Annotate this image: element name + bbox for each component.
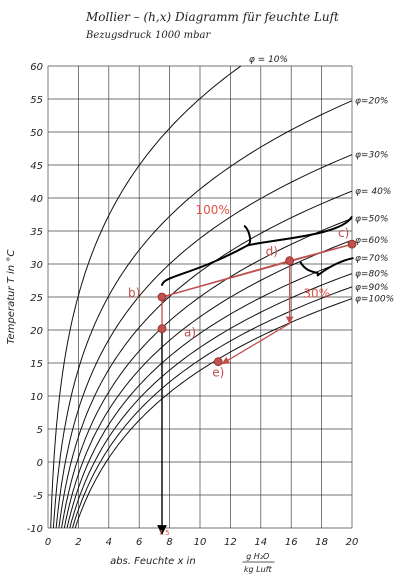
line-d-c [289,243,353,262]
x-tick-label-7: 14 [254,537,267,548]
rh-label-100: φ=100% [355,295,394,305]
y-tick-label-13: 55 [30,95,43,106]
y-tick-label-4: 10 [30,392,43,403]
rh-label-50: φ=50% [355,214,388,224]
x-tick-label-6: 12 [224,537,237,548]
axes: 0 2 4 6 8 10 12 14 16 18 20 -10 -5 0 5 10 15 20 25 30 35 40 45… [6,62,358,574]
state-label-d: d) [266,245,278,259]
state-label-c: c) [338,226,349,240]
rh-curve-90 [72,286,353,529]
rh-label-20: φ=20% [355,97,388,107]
y-tick-label-2: 0 [37,458,43,469]
x-marker-label: 7.5 [158,529,169,537]
process-lines [157,215,354,535]
grid [47,65,353,529]
y-tick-label-6: 20 [30,326,43,337]
y-tick-label-11: 45 [30,161,43,172]
y-tick-label-10: 40 [30,194,43,205]
state-label-e: e) [212,366,224,380]
x-tick-label-3: 6 [136,537,142,548]
x-tick-label-1: 2 [75,537,81,548]
state-point-1 [157,292,167,302]
state-label-a: a) [184,326,196,340]
rh-label-30: φ=30% [355,151,388,161]
x-tick-label-9: 18 [315,537,328,548]
rh-curve-20 [52,100,353,529]
chart-title: Mollier – (h,x) Diagramm für feuchte Luf… [86,10,339,24]
rh-curve-10 [50,65,242,529]
state-label-b: b) [128,286,140,300]
x-tick-label-4: 8 [166,537,172,548]
x-axis-label: abs. Feuchte x in [110,556,196,567]
y-tick-label-3: 5 [37,425,43,436]
rh-label-90: φ=90% [355,283,388,293]
x-tick-label-5: 10 [194,537,207,548]
rh-curve-40 [58,190,353,529]
brace-small [299,257,354,277]
rh-curve-100 [74,298,353,529]
x-tick-label-2: 4 [106,537,112,548]
y-tick-label-5: 15 [30,359,43,370]
rh-label-80: φ=80% [355,270,388,280]
rh-curves: φ = 10% φ=20% φ=30% φ= 40% φ=50% φ=60% φ=70% φ=… [50,55,394,529]
line-b-d [161,260,290,298]
rh-label-70: φ=70% [355,254,388,264]
y-tick-label-7: 25 [30,293,43,304]
y-tick-label-9: 35 [30,227,43,238]
rh-curve-70 [66,257,353,529]
rh-label-60: φ=60% [355,236,388,246]
y-tick-label-1: -5 [33,491,43,502]
label-30-percent: 30% [303,287,330,301]
state-point-0 [157,324,167,334]
rh-label-10: φ = 10% [249,55,288,65]
label-100-percent: 100% [195,203,229,217]
y-axis-label: Temperatur T in °C [6,250,17,345]
state-point-4 [213,357,223,367]
y-tick-label-14: 60 [30,62,43,73]
brace-left [161,224,252,287]
x-tick-label-0: 0 [45,537,51,548]
chart-subtitle: Bezugsdruck 1000 mbar [86,30,211,41]
rh-curve-60 [63,239,353,529]
rh-label-40: φ= 40% [355,187,391,197]
x-tick-label-10: 20 [346,537,359,548]
x-tick-label-8: 16 [285,537,298,548]
y-tick-label-8: 30 [30,260,43,271]
rh-curve-30 [55,154,353,529]
x-unit-numerator: g H₂O [246,552,269,561]
state-point-2 [347,239,357,249]
rh-curve-50 [61,218,353,529]
state-point-3 [285,256,295,266]
x-unit-denominator: kg Luft [244,565,273,574]
rh-curve-80 [69,273,353,529]
state-points: a) b) c) d) e) 100% 30% 7.5 [128,203,357,537]
y-tick-label-0: -10 [27,524,43,535]
y-tick-label-12: 50 [30,128,43,139]
brace-right [246,215,353,247]
arrow-to-e [221,322,291,365]
